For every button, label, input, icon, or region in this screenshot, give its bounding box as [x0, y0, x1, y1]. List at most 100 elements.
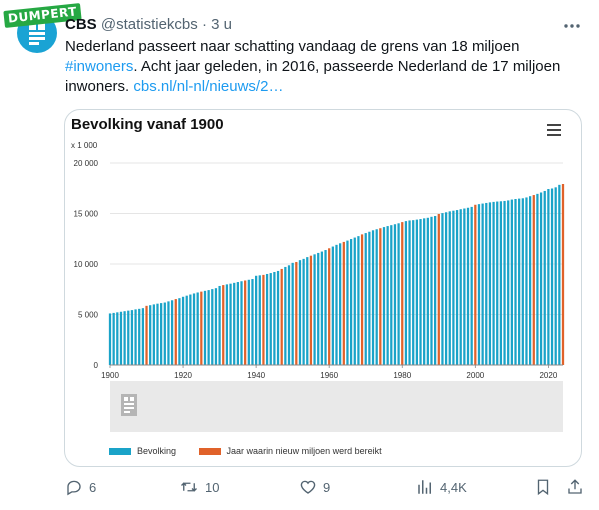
hashtag-link[interactable]: #inwoners [65, 58, 134, 75]
tweet-header: CBS @statistiekcbs · 3 u [65, 15, 232, 35]
population-bar [371, 230, 375, 365]
milestone-bar [360, 234, 364, 365]
population-bar [550, 188, 554, 365]
population-bar [225, 284, 229, 365]
logo-strip [110, 381, 563, 432]
heart-icon [300, 480, 316, 494]
more-options-icon[interactable] [563, 16, 581, 34]
population-bar [181, 296, 185, 365]
population-bar [207, 290, 210, 365]
population-bar [313, 254, 316, 365]
population-bar [492, 201, 495, 365]
population-bar [214, 288, 218, 365]
population-bar [141, 308, 145, 365]
population-bar [485, 202, 488, 365]
milestone-bar [342, 241, 345, 365]
like-button[interactable]: 9 [299, 478, 330, 496]
population-bar [434, 216, 437, 365]
milestone-bar [222, 285, 225, 365]
legend-label: Jaar waarin nieuw miljoen werd bereikt [226, 446, 382, 456]
menu-icon[interactable] [547, 124, 561, 136]
population-bar [470, 206, 473, 365]
like-count: 9 [323, 479, 331, 495]
population-bar [324, 250, 327, 365]
population-bar [269, 273, 272, 365]
population-bar [306, 257, 309, 365]
x-tick-label: 1900 [101, 371, 119, 380]
population-bar [408, 220, 411, 365]
population-bar [284, 266, 287, 365]
x-tick-label: 1960 [320, 371, 338, 380]
population-bar [119, 311, 123, 365]
milestone-bar [401, 222, 404, 365]
legend-item-bevolking[interactable]: Bevolking [109, 446, 176, 456]
bookmark-button[interactable] [534, 478, 558, 496]
population-bar [510, 199, 513, 365]
timestamp[interactable]: 3 u [211, 16, 232, 33]
population-bar [412, 220, 415, 365]
population-bar [397, 223, 400, 365]
population-bar [236, 282, 239, 365]
retweet-count: 10 [205, 479, 220, 495]
y-unit-label: x 1 000 [71, 141, 98, 150]
population-bar [455, 210, 459, 365]
legend-item-milestone[interactable]: Jaar waarin nieuw miljoen werd bereikt [198, 446, 382, 456]
population-bar [346, 240, 349, 365]
population-bar [404, 221, 408, 365]
population-bar [349, 239, 353, 365]
share-icon [568, 479, 582, 494]
population-bar [298, 260, 302, 365]
legend-swatch [198, 448, 221, 456]
population-bar [558, 184, 561, 365]
population-bar [196, 292, 199, 365]
population-bar [211, 289, 214, 365]
milestone-bar [295, 261, 298, 365]
legend-label: Bevolking [137, 446, 177, 456]
population-bar [463, 208, 466, 365]
population-bar [488, 202, 492, 365]
tweet-text-part1: Nederland passeert naar schatting vandaa… [65, 38, 520, 55]
article-link[interactable]: cbs.nl/nl-nl/nieuws/2… [133, 78, 284, 95]
y-tick-label: 0 [94, 361, 99, 370]
population-bar [335, 244, 338, 365]
population-bar [170, 300, 174, 365]
population-bar [543, 190, 546, 365]
milestone-bar [174, 299, 177, 365]
milestone-bar [262, 274, 265, 365]
population-bar [441, 213, 444, 365]
population-bar [116, 312, 119, 365]
x-tick-label: 1920 [174, 371, 192, 380]
author-name[interactable]: CBS [65, 16, 97, 33]
population-bar [466, 207, 470, 365]
views-count: 4,4K [440, 479, 467, 495]
population-bar [353, 237, 356, 365]
population-bar [528, 196, 532, 365]
views-button[interactable]: 4,4K [416, 478, 467, 496]
author-handle[interactable]: @statistiekcbs [100, 16, 198, 33]
population-bar [178, 298, 181, 365]
share-button[interactable] [566, 478, 590, 496]
population-bar [130, 310, 134, 365]
population-bar [339, 243, 342, 365]
x-tick-label: 1940 [247, 371, 265, 380]
population-bar [452, 210, 455, 365]
population-bar [419, 219, 422, 365]
chart-card[interactable]: Bevolking vanaf 1900 x 1 000 0 5 000 10 000… [64, 109, 582, 467]
reply-button[interactable]: 6 [65, 478, 96, 496]
population-bar [536, 193, 539, 365]
reply-count: 6 [89, 479, 97, 495]
population-bar [218, 285, 221, 365]
population-bar [539, 192, 543, 365]
population-bar [276, 270, 280, 365]
y-tick-label: 15 000 [74, 210, 99, 219]
milestone-bar [328, 248, 331, 365]
population-bar [273, 271, 276, 365]
population-bar [444, 212, 448, 365]
population-bar [251, 279, 254, 365]
chart-legend: Bevolking Jaar waarin nieuw miljoen werd… [109, 446, 402, 456]
population-bar [247, 279, 250, 365]
population-bar [160, 303, 163, 365]
population-bar [477, 204, 481, 365]
retweet-button[interactable]: 10 [179, 478, 219, 496]
bookmark-icon [537, 479, 549, 496]
